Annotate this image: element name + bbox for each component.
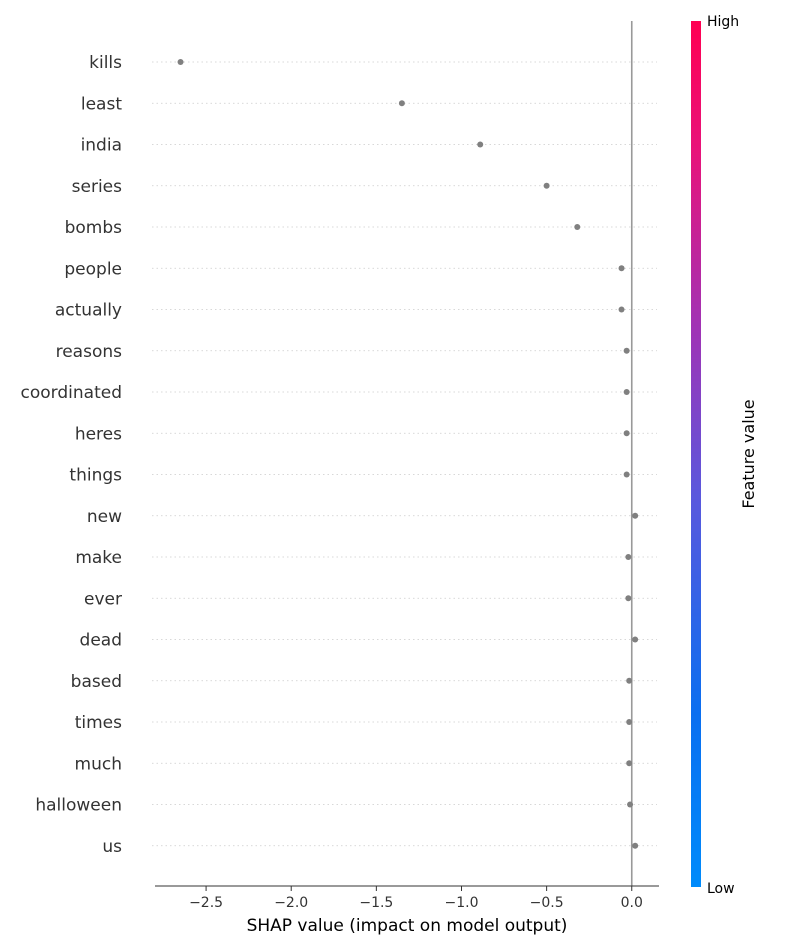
x-axis-title: SHAP value (impact on model output)	[247, 916, 568, 936]
data-point	[632, 512, 639, 519]
colorbar-high-label: High	[707, 14, 739, 30]
data-point	[177, 59, 184, 65]
feature-label: new	[87, 507, 122, 527]
data-point	[625, 554, 632, 560]
feature-label: actually	[55, 301, 122, 321]
x-tick-label: −0.5	[530, 895, 564, 911]
feature-label: india	[81, 136, 122, 156]
feature-label: based	[71, 672, 122, 692]
feature-label: heres	[75, 424, 122, 444]
data-point	[398, 100, 405, 107]
data-point	[618, 306, 625, 313]
data-point	[626, 760, 633, 767]
feature-label: halloween	[35, 796, 122, 816]
feature-labels: kills least india series bombs people actually…	[21, 53, 123, 857]
feature-label: reasons	[56, 342, 123, 362]
x-tick-label: −1.5	[359, 895, 393, 911]
data-point	[618, 265, 625, 272]
colorbar-title: Feature value	[739, 399, 758, 508]
feature-label: least	[81, 94, 122, 114]
data-point	[543, 182, 550, 189]
x-axis: −2.5 −2.0 −1.5 −1.0 −0.5 0.0	[155, 885, 659, 911]
feature-label: kills	[89, 53, 122, 73]
feature-label: much	[75, 754, 122, 774]
data-point	[623, 471, 630, 478]
colorbar-low-label: Low	[707, 881, 735, 897]
data-point	[632, 636, 639, 643]
data-point	[623, 430, 630, 437]
data-point	[623, 389, 630, 395]
data-point	[627, 801, 634, 808]
data-points	[177, 59, 639, 849]
feature-label: people	[64, 259, 122, 279]
data-point	[626, 719, 633, 725]
feature-label: make	[75, 548, 122, 568]
feature-label: us	[102, 837, 122, 857]
feature-label: dead	[80, 631, 122, 651]
feature-label: series	[72, 177, 122, 197]
feature-label: coordinated	[21, 383, 122, 403]
feature-label: things	[69, 466, 122, 486]
row-gridlines	[152, 61, 657, 847]
x-tick-label: 0.0	[621, 895, 643, 911]
x-tick-label: −2.5	[189, 895, 223, 911]
feature-label: times	[75, 713, 122, 733]
x-tick-label: −2.0	[274, 895, 308, 911]
data-point	[626, 677, 633, 684]
feature-label: ever	[84, 589, 122, 609]
data-point	[625, 595, 632, 602]
colorbar: High Low Feature value	[691, 14, 758, 897]
colorbar-gradient	[691, 21, 701, 887]
data-point	[574, 224, 581, 230]
feature-label: bombs	[65, 218, 123, 238]
data-point	[623, 347, 630, 354]
x-tick-label: −1.0	[444, 895, 478, 911]
data-point	[632, 842, 639, 849]
data-point	[477, 141, 484, 148]
